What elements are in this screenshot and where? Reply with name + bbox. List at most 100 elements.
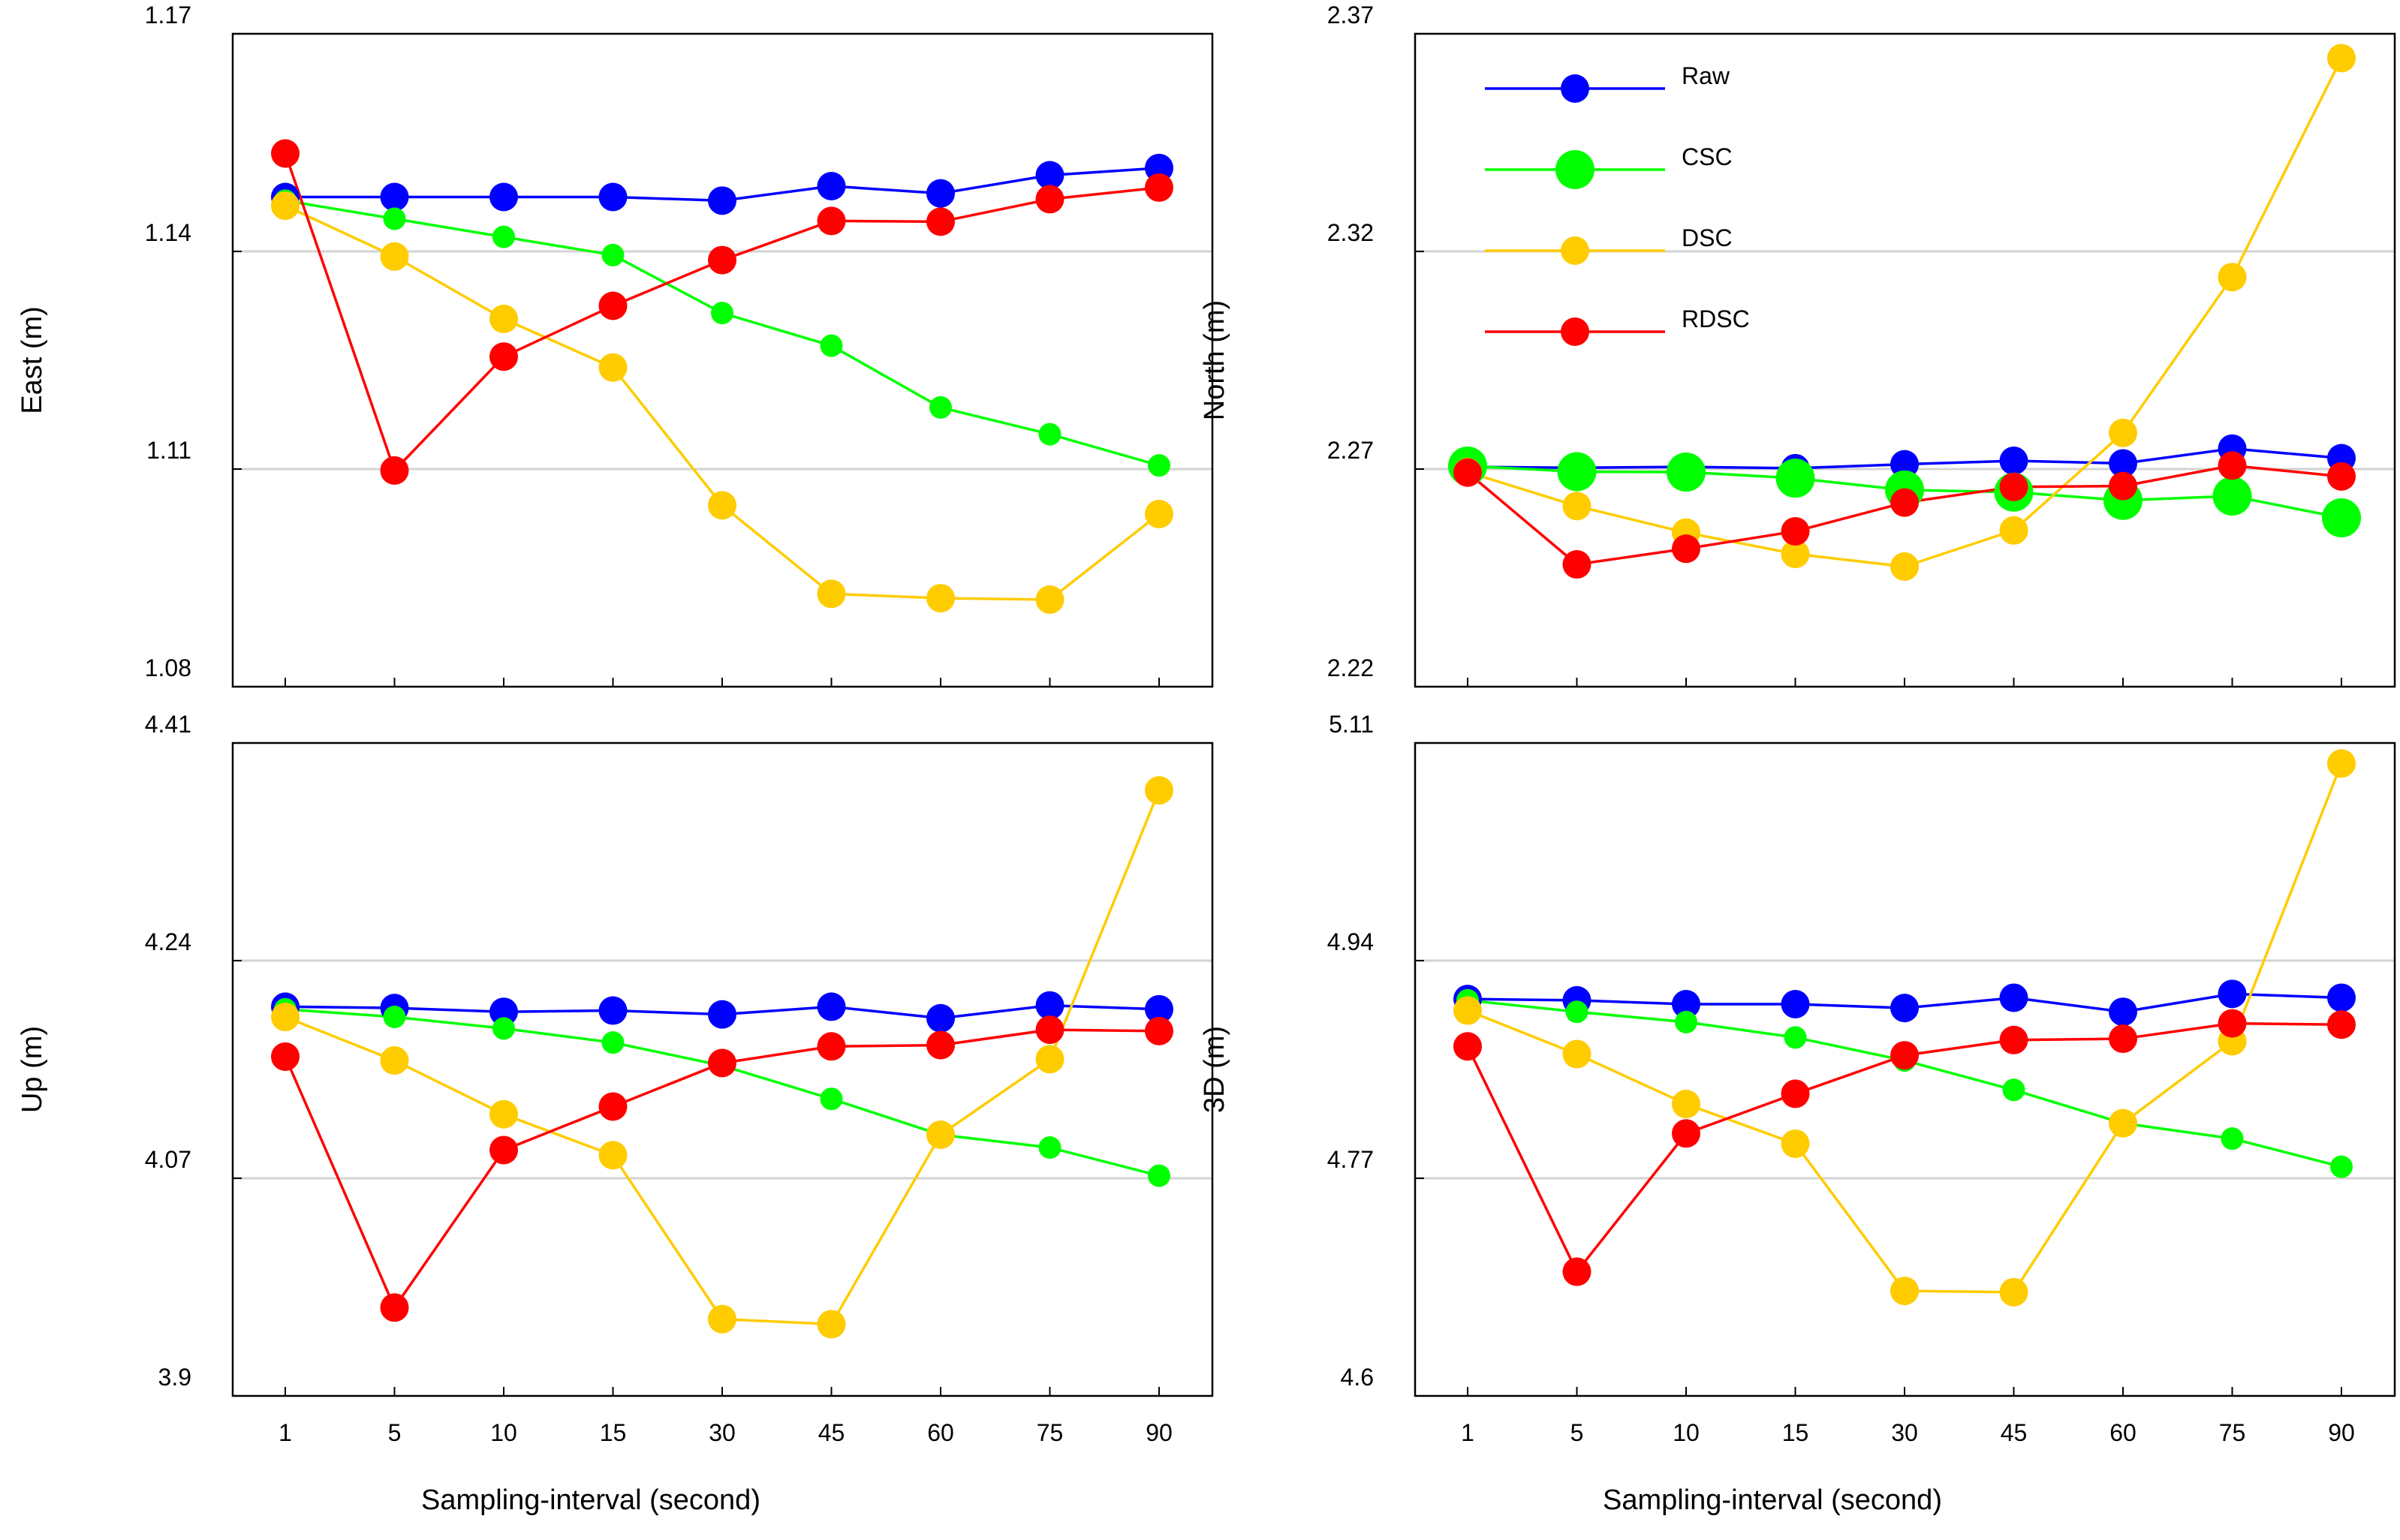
- up-rdsc-point: [1035, 1015, 1064, 1045]
- up-rdsc-point: [708, 1048, 736, 1078]
- 3d-raw-point: [2218, 979, 2247, 1009]
- up-dsc-point: [598, 1141, 628, 1170]
- north-rdsc-point: [2327, 462, 2356, 491]
- 3d-csc-point: [2002, 1078, 2025, 1102]
- east-rdsc-point: [926, 207, 955, 236]
- 3d-x-tick-label: 30: [1891, 1419, 1918, 1446]
- up-raw-point: [817, 992, 846, 1021]
- east-rdsc-point: [598, 291, 628, 320]
- x-axis-label-left: Sampling-interval (second): [421, 1484, 760, 1516]
- north-rdsc-point: [1999, 472, 2028, 501]
- up-y-tick-label: 4.24: [145, 928, 191, 955]
- up-rdsc-point: [489, 1135, 518, 1165]
- 3d-x-tick-label: 45: [2001, 1419, 2028, 1446]
- up-dsc-point: [817, 1310, 846, 1339]
- north-rdsc-point: [1781, 516, 1810, 546]
- 3d-x-tick-label: 15: [1782, 1419, 1809, 1446]
- east-raw-point: [1145, 153, 1173, 182]
- east-dsc-point: [489, 304, 518, 333]
- 3d-rdsc-point: [1890, 1041, 1919, 1070]
- north-csc-point: [1557, 452, 1597, 492]
- up-y-tick-label: 4.41: [145, 711, 191, 738]
- north-dsc-point: [1999, 516, 2028, 545]
- north-y-tick-label: 2.22: [1327, 654, 1374, 681]
- east-csc-point: [1038, 423, 1061, 446]
- north-dsc-point: [1562, 492, 1591, 521]
- 3d-dsc-point: [1672, 1090, 1700, 1119]
- up-raw-point: [598, 996, 628, 1025]
- 3d-csc-point: [2330, 1155, 2353, 1178]
- up-x-tick-label: 15: [600, 1419, 627, 1446]
- panel-east: 1.08 1.11 1.14 1.17 East (m): [17, 2, 1214, 688]
- east-rdsc-point: [489, 342, 518, 371]
- up-raw-point: [489, 997, 518, 1027]
- east-raw-point: [926, 179, 955, 208]
- east-raw-point: [380, 182, 409, 212]
- 3d-rdsc-point: [1453, 1032, 1482, 1061]
- up-raw-point: [1145, 994, 1173, 1024]
- up-x-tick-label: 75: [1037, 1419, 1064, 1446]
- east-dsc-point: [380, 242, 409, 271]
- east-y-tick-label: 1.14: [145, 219, 191, 246]
- up-raw-point: [926, 1003, 955, 1033]
- east-raw-point: [1035, 161, 1064, 190]
- 3d-dsc-point: [1781, 1129, 1810, 1158]
- east-csc-point: [820, 334, 843, 357]
- 3d-dsc-point: [1890, 1277, 1919, 1306]
- north-rdsc-point: [1890, 488, 1919, 517]
- up-dsc-point: [1145, 776, 1173, 805]
- 3d-raw-point: [2327, 983, 2356, 1012]
- 3d-y-tick-label: 5.11: [1329, 711, 1374, 738]
- east-dsc-point: [271, 191, 300, 221]
- north-csc-point: [2212, 476, 2252, 516]
- north-y-tick-label: 2.27: [1327, 437, 1374, 464]
- north-rdsc-point: [1672, 534, 1700, 564]
- up-y-tick-label: 3.9: [158, 1364, 191, 1391]
- legend: Raw CSC DSC RDSC: [1485, 62, 1750, 346]
- 3d-x-tick-label: 5: [1570, 1419, 1584, 1446]
- east-rdsc-point: [380, 456, 409, 485]
- up-csc-point: [492, 1017, 515, 1040]
- legend-dsc-marker: [1561, 236, 1589, 265]
- 3d-raw-point: [2109, 997, 2137, 1027]
- east-y-axis-label: East (m): [17, 306, 48, 414]
- up-x-tick-label: 90: [1146, 1419, 1173, 1446]
- north-dsc-point: [1781, 540, 1810, 569]
- up-x-tick-label: 1: [279, 1419, 292, 1446]
- 3d-y-tick-label: 4.94: [1327, 928, 1374, 955]
- north-rdsc-point: [2109, 471, 2137, 501]
- north-y-tick-label: 2.37: [1327, 2, 1374, 29]
- legend-dsc-label: DSC: [1682, 224, 1733, 251]
- north-raw-point: [2109, 449, 2137, 478]
- east-raw-point: [489, 182, 518, 212]
- up-csc-point: [1148, 1164, 1170, 1187]
- 3d-rdsc-point: [2218, 1009, 2247, 1038]
- up-rdsc-point: [598, 1092, 628, 1121]
- up-rdsc-point: [1145, 1016, 1173, 1045]
- legend-rdsc-marker: [1561, 317, 1589, 346]
- panel-north: 2.22 2.27 2.32 2.37 North (m): [1199, 2, 2396, 688]
- east-rdsc-point: [708, 245, 736, 275]
- north-rdsc-point: [1453, 458, 1482, 487]
- 3d-csc-point: [1784, 1026, 1807, 1049]
- north-dsc-point: [2218, 263, 2247, 292]
- 3d-y-tick-label: 4.77: [1327, 1146, 1374, 1173]
- up-raw-point: [708, 1000, 736, 1029]
- 3d-x-tick-label: 90: [2328, 1419, 2355, 1446]
- legend-raw-label: Raw: [1682, 62, 1730, 89]
- up-dsc-point: [271, 1003, 300, 1032]
- up-csc-point: [1038, 1136, 1061, 1160]
- x-axis-label-right: Sampling-interval (second): [1603, 1484, 1942, 1516]
- 3d-rdsc-point: [2109, 1024, 2137, 1054]
- east-y-tick-label: 1.17: [145, 2, 191, 29]
- 3d-rdsc-point: [2327, 1010, 2356, 1039]
- 3d-dsc-point: [2109, 1108, 2137, 1138]
- up-dsc-point: [1035, 1045, 1064, 1074]
- east-dsc-point: [1035, 585, 1064, 614]
- east-csc-point: [929, 396, 952, 419]
- up-dsc-point: [926, 1120, 955, 1149]
- 3d-raw-point: [1672, 990, 1700, 1018]
- up-x-tick-label: 30: [709, 1419, 736, 1446]
